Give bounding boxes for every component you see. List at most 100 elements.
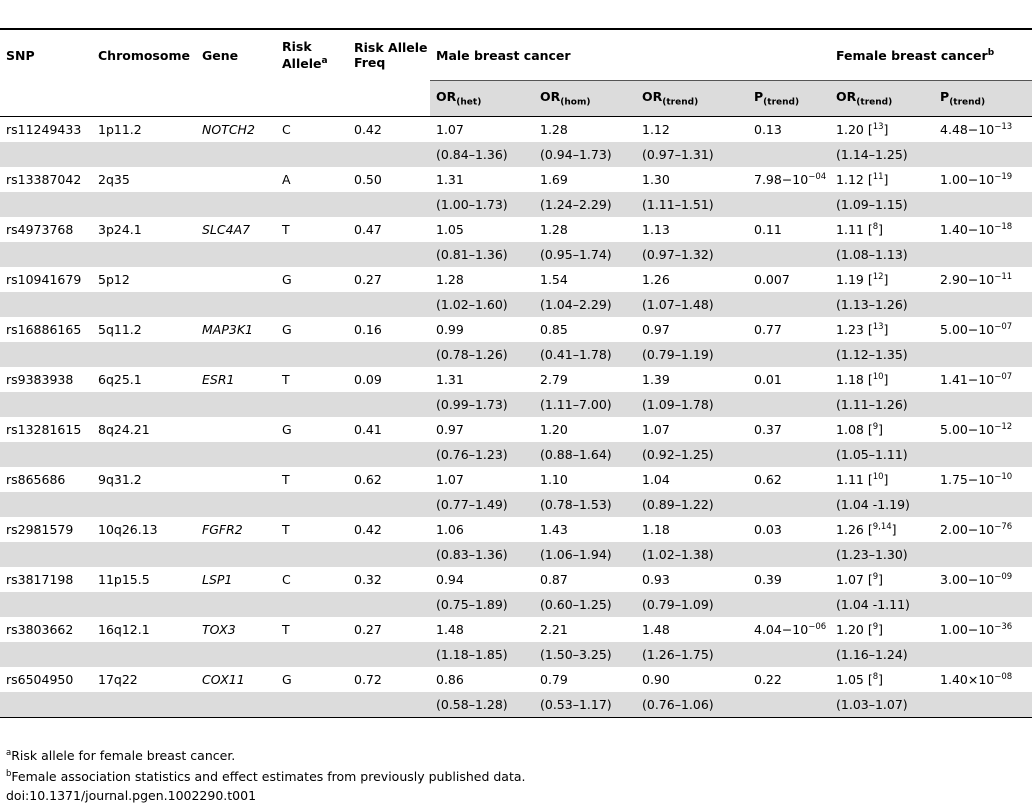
table-row: rs13281615 8q24.21 G 0.41 0.97 1.20 1.07 0.37 1.…	[0, 417, 1032, 442]
cell-or-het: 1.31	[436, 372, 464, 387]
subheader-or-het: OR(het)	[430, 80, 534, 117]
cell-gene: TOX3	[202, 622, 236, 637]
cell-or-het-ci: (0.77–1.49)	[430, 492, 534, 517]
cell-or-hom-ci: (0.95–1.74)	[534, 242, 636, 267]
cell-risk-allele-freq: 0.72	[354, 672, 382, 687]
cell-gene	[196, 417, 276, 442]
cell-female-or-trend: 1.12 [11]	[836, 171, 889, 187]
cell-or-hom: 2.79	[540, 372, 568, 387]
cell-risk-allele: G	[282, 422, 292, 437]
cell-gene: MAP3K1	[202, 322, 253, 337]
cell-risk-allele-freq: 0.09	[354, 372, 382, 387]
cell-or-trend-ci: (0.97–1.32)	[636, 242, 748, 267]
cell-gene: COX11	[202, 672, 245, 687]
cell-or-trend-ci: (0.79–1.19)	[636, 342, 748, 367]
cell-risk-allele: T	[282, 622, 290, 637]
cell-female-p-trend: 2.00−10−76	[940, 521, 1013, 537]
table-row-ci: (0.83–1.36) (1.06–1.94) (1.02–1.38) (1.23–1…	[0, 542, 1032, 567]
cell-snp: rs10941679	[6, 272, 82, 287]
cell-or-het-ci: (0.76–1.23)	[430, 442, 534, 467]
cell-risk-allele-freq: 0.62	[354, 472, 382, 487]
subheader-or-hom: OR(hom)	[534, 80, 636, 117]
cell-or-hom-ci: (1.24–2.29)	[534, 192, 636, 217]
cell-or-hom: 1.20	[540, 422, 568, 437]
cell-risk-allele-freq: 0.27	[354, 622, 382, 637]
cell-or-hom-ci: (1.04–2.29)	[534, 292, 636, 317]
cell-or-het-ci: (1.18–1.85)	[430, 642, 534, 667]
cell-or-trend: 1.13	[642, 222, 670, 237]
cell-female-or-trend: 1.18 [10]	[836, 371, 889, 387]
cell-p-trend: 0.13	[754, 122, 782, 137]
cell-or-hom-ci: (1.11–7.00)	[534, 392, 636, 417]
cell-or-trend-ci: (1.26–1.75)	[636, 642, 748, 667]
cell-gene	[196, 467, 276, 492]
cell-or-hom: 2.21	[540, 622, 568, 637]
table-body: rs11249433 1p11.2 NOTCH2 C 0.42 1.07 1.28 1.12 0…	[0, 117, 1032, 718]
cell-female-p-trend: 1.40×10−08	[940, 671, 1013, 687]
cell-or-hom-ci: (0.60–1.25)	[534, 592, 636, 617]
cell-snp: rs11249433	[6, 122, 82, 137]
cell-female-or-trend: 1.05 [8]	[836, 671, 884, 687]
cell-snp: rs865686	[6, 472, 66, 487]
table-row: rs2981579 10q26.13 FGFR2 T 0.42 1.06 1.43 1.18 0…	[0, 517, 1032, 542]
cell-or-trend-ci: (1.07–1.48)	[636, 292, 748, 317]
table-row-ci: (0.77–1.49) (0.78–1.53) (0.89–1.22) (1.04 -…	[0, 492, 1032, 517]
cell-or-trend-ci: (0.92–1.25)	[636, 442, 748, 467]
cell-or-trend: 1.12	[642, 122, 670, 137]
subheader-female-p-trend: P(trend)	[934, 80, 1032, 117]
table-row: rs4973768 3p24.1 SLC4A7 T 0.47 1.05 1.28 1.13 0.…	[0, 217, 1032, 242]
cell-risk-allele: A	[282, 172, 291, 187]
cell-risk-allele-freq: 0.32	[354, 572, 382, 587]
cell-or-hom-ci: (0.53–1.17)	[534, 692, 636, 718]
cell-or-hom: 1.69	[540, 172, 568, 187]
cell-or-het-ci: (0.99–1.73)	[430, 392, 534, 417]
cell-or-het: 0.94	[436, 572, 464, 587]
table-row-ci: (0.84–1.36) (0.94–1.73) (0.97–1.31) (1.14–1…	[0, 142, 1032, 167]
cell-or-het: 1.28	[436, 272, 464, 287]
cell-or-trend-ci: (0.89–1.22)	[636, 492, 748, 517]
cell-p-trend: 0.01	[754, 372, 782, 387]
cell-or-trend: 0.93	[642, 572, 670, 587]
cell-risk-allele-freq: 0.42	[354, 522, 382, 537]
cell-risk-allele: C	[282, 122, 291, 137]
cell-female-or-ci: (1.05–1.11)	[830, 442, 935, 467]
cell-female-or-ci: (1.23–1.30)	[830, 542, 935, 567]
cell-or-hom: 1.28	[540, 122, 568, 137]
cell-gene	[196, 167, 276, 192]
subheader-female-or-trend: OR(trend)	[830, 80, 935, 117]
cell-chromosome: 10q26.13	[98, 522, 158, 537]
cell-risk-allele-freq: 0.41	[354, 422, 382, 437]
cell-or-trend: 0.97	[642, 322, 670, 337]
table-row-ci: (1.18–1.85) (1.50–3.25) (1.26–1.75) (1.16–1…	[0, 642, 1032, 667]
cell-or-het: 1.07	[436, 472, 464, 487]
cell-or-het-ci: (0.84–1.36)	[430, 142, 534, 167]
table-row-ci: (0.75–1.89) (0.60–1.25) (0.79–1.09) (1.04 -…	[0, 592, 1032, 617]
cell-risk-allele-freq: 0.16	[354, 322, 382, 337]
cell-or-hom: 1.28	[540, 222, 568, 237]
cell-or-het-ci: (0.75–1.89)	[430, 592, 534, 617]
cell-or-trend-ci: (0.79–1.09)	[636, 592, 748, 617]
cell-or-trend-ci: (1.02–1.38)	[636, 542, 748, 567]
cell-or-trend: 1.07	[642, 422, 670, 437]
cell-female-or-ci: (1.11–1.26)	[830, 392, 935, 417]
cell-risk-allele: G	[282, 672, 292, 687]
cell-snp: rs16886165	[6, 322, 82, 337]
cell-or-het-ci: (1.02–1.60)	[430, 292, 534, 317]
cell-female-p-trend: 4.48−10−13	[940, 121, 1013, 137]
table-row: rs16886165 5q11.2 MAP3K1 G 0.16 0.99 0.85 0.97 0…	[0, 317, 1032, 342]
cell-female-p-trend: 1.00−10−36	[940, 621, 1013, 637]
cell-risk-allele-freq: 0.47	[354, 222, 382, 237]
cell-female-p-trend: 1.00−10−19	[940, 171, 1013, 187]
header-chromosome: Chromosome	[98, 47, 190, 63]
cell-or-het: 1.31	[436, 172, 464, 187]
doi-text: doi:10.1371/journal.pgen.1002290.t001	[6, 788, 257, 804]
cell-risk-allele: G	[282, 322, 292, 337]
cell-risk-allele: T	[282, 222, 290, 237]
cell-or-hom: 1.54	[540, 272, 568, 287]
cell-or-het-ci: (1.00–1.73)	[430, 192, 534, 217]
cell-p-trend: 0.37	[754, 422, 782, 437]
subheader-row: OR(het) OR(hom) OR(trend) P(trend) OR(tr…	[0, 80, 1032, 117]
cell-female-or-ci: (1.04 -1.11)	[830, 592, 935, 617]
cell-snp: rs4973768	[6, 222, 74, 237]
cell-or-hom: 1.10	[540, 472, 568, 487]
